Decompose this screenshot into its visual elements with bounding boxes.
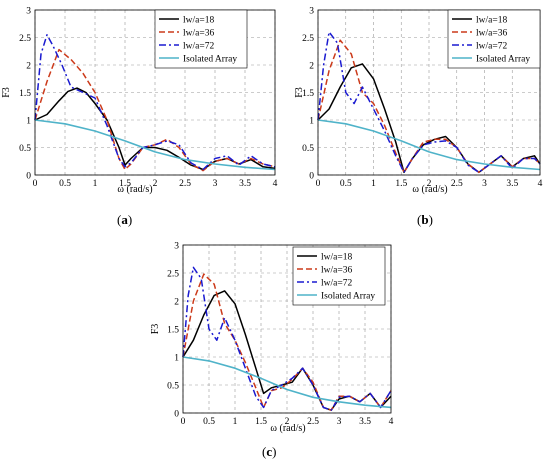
legend-entry: lw/a=72 [321,279,352,289]
series-line-4 [34,119,276,171]
x-tick-label: 3 [213,179,218,189]
y-tick-label: 0.5 [167,382,179,392]
x-axis-label: ω (rad/s) [412,184,447,195]
legend-entry: lw/a=18 [476,16,507,26]
x-tick-label: 4 [389,417,394,427]
x-tick-label: 1.5 [255,417,267,427]
caption-c: (c) [262,444,277,459]
y-tick-label: 0.5 [302,144,314,154]
y-tick-label: 2 [174,298,179,308]
series-line-3 [34,34,276,171]
legend-entry: Isolated Array [321,292,375,302]
x-tick-label: 2 [285,417,290,427]
x-tick-label: 3.5 [506,179,518,189]
series-line-4 [317,119,541,171]
legend-entry: lw/a=36 [476,29,507,39]
x-tick-label: 4 [538,179,543,189]
x-tick-label: 1 [93,179,98,189]
x-tick-label: 0 [316,179,321,189]
x-tick-label: 0 [33,179,38,189]
x-axis-label: ω (rad/s) [270,423,305,434]
x-tick-label: 1.5 [395,179,407,189]
y-tick-label: 1 [174,354,179,364]
y-tick-label: 3 [174,242,179,252]
plot-frame [182,244,392,414]
caption-a: (a) [117,212,133,227]
caption-b-letter: b [421,212,429,227]
legend-entry: lw/a=72 [476,42,507,52]
y-tick-label: 1.5 [19,89,31,99]
caption-b: (b) [417,212,433,227]
y-tick-label: 1.5 [167,326,179,336]
y-tick-label: 0 [26,172,31,182]
legend-entry: lw/a=36 [321,266,352,276]
y-tick-label: 0 [309,172,314,182]
x-tick-label: 2.5 [451,179,463,189]
y-tick-label: 0 [174,410,179,420]
y-tick-label: 2.5 [19,34,31,44]
legend-entry: Isolated Array [476,55,530,65]
plot-frame [317,9,541,176]
series-line-2 [317,39,541,174]
legend-entry: lw/a=18 [321,253,352,263]
legend-entry: lw/a=36 [183,29,214,39]
x-tick-label: 4 [273,179,278,189]
x-tick-label: 3 [337,417,342,427]
x-tick-label: 0.5 [203,417,215,427]
x-axis-label: ω (rad/s) [117,184,152,195]
y-axis-label: F3 [1,87,12,98]
x-tick-label: 1 [371,179,376,189]
series-line-1 [182,290,392,411]
y-tick-label: 3 [26,7,31,17]
panel-b: 0 0.5 1 1.5 2 2.5 3 3.5 4 0 0.5 1 1.5 2 2.5 3 ω (rad/s) F… [294,7,543,196]
y-tick-label: 2 [309,62,314,72]
legend-entry: Isolated Array [183,55,237,65]
x-tick-label: 0.5 [59,179,71,189]
y-tick-label: 2 [26,62,31,72]
legend-entry: lw/a=18 [183,16,214,26]
y-axis-label: F3 [150,324,161,335]
x-tick-label: 0.5 [340,179,352,189]
caption-c-letter: c [266,444,273,459]
y-tick-label: 2.5 [167,270,179,280]
series-line-3 [317,31,541,174]
series-line-2 [182,273,392,411]
y-tick-label: 1.5 [302,89,314,99]
y-axis-label: F3 [294,87,305,98]
x-tick-label: 2 [153,179,158,189]
legend-entry: lw/a=72 [183,42,214,52]
y-tick-label: 3 [309,7,314,17]
x-tick-label: 2 [427,179,432,189]
y-tick-label: 1 [26,117,31,127]
caption-a-letter: a [121,212,128,227]
x-tick-label: 3.5 [239,179,251,189]
x-tick-label: 2.5 [307,417,319,427]
panel-a: 0 0.5 1 1.5 2 2.5 3 3.5 4 0 0.5 1 1.5 2 2.5 3 ω (rad/s) F… [1,7,278,196]
panel-c: 0 0.5 1 1.5 2 2.5 3 3.5 4 0 0.5 1 1.5 2 2.5 3 ω (rad/s) F… [150,242,394,435]
x-tick-label: 1.5 [119,179,131,189]
y-tick-label: 2.5 [302,34,314,44]
x-tick-label: 3 [482,179,487,189]
y-tick-label: 1 [309,117,314,127]
series-line-3 [182,266,392,411]
x-tick-label: 2.5 [179,179,191,189]
y-tick-label: 0.5 [19,144,31,154]
x-tick-label: 1 [233,417,238,427]
series-line-4 [182,356,392,409]
series-line-2 [34,48,276,172]
x-tick-label: 0 [181,417,186,427]
x-tick-label: 3.5 [359,417,371,427]
